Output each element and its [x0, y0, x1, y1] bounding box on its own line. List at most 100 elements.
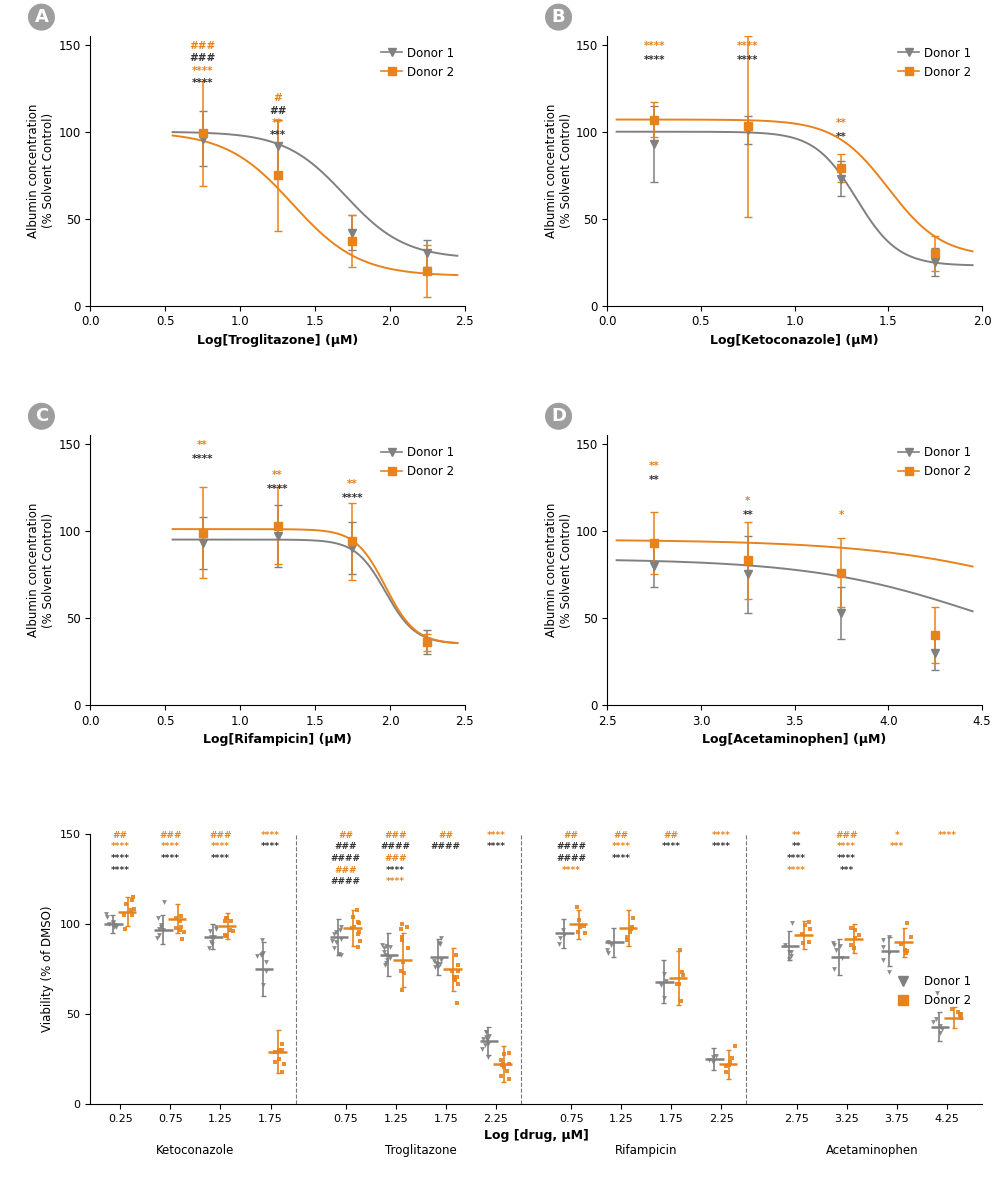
Point: [151, 919, 167, 938]
Point: [875, 950, 891, 970]
Text: ###: ###: [189, 41, 215, 52]
Point: [349, 900, 365, 919]
Point: [621, 922, 637, 941]
Point: [267, 1043, 283, 1062]
Text: ###: ###: [189, 53, 215, 64]
Point: [450, 974, 466, 994]
Point: [447, 971, 463, 990]
Point: [150, 925, 166, 944]
Point: [944, 998, 960, 1018]
Point: [105, 918, 121, 937]
Point: [876, 931, 892, 950]
Point: [718, 1056, 734, 1075]
Point: [105, 913, 121, 932]
Text: ##: ##: [614, 830, 628, 840]
Point: [430, 956, 446, 976]
Text: *: *: [839, 510, 844, 520]
Text: ##: ##: [439, 830, 453, 840]
Point: [217, 911, 233, 930]
Point: [399, 917, 415, 936]
Point: [897, 941, 913, 960]
Text: ****: ****: [737, 55, 759, 65]
Point: [382, 949, 398, 968]
Text: ###: ###: [836, 830, 858, 840]
Point: [929, 983, 945, 1002]
Point: [652, 976, 668, 995]
Point: [846, 938, 862, 958]
Text: **: **: [792, 842, 802, 851]
Point: [952, 1006, 968, 1025]
Point: [925, 1013, 941, 1032]
Text: D: D: [551, 407, 566, 425]
Text: ####: ####: [331, 877, 361, 887]
Point: [345, 918, 361, 937]
Text: C: C: [35, 407, 48, 425]
Point: [501, 1054, 517, 1073]
Point: [203, 928, 219, 947]
Point: [218, 926, 234, 946]
Text: ****: ****: [111, 854, 129, 863]
Text: ###: ###: [385, 854, 407, 863]
Point: [331, 944, 347, 964]
Point: [928, 1009, 944, 1028]
Point: [203, 934, 219, 953]
Point: [448, 944, 464, 964]
Point: [203, 932, 219, 952]
Text: ###: ###: [335, 865, 357, 875]
Point: [431, 934, 447, 953]
Point: [99, 907, 115, 926]
Text: #: #: [274, 94, 282, 103]
Text: ****: ****: [788, 854, 806, 863]
Point: [782, 943, 798, 962]
Point: [123, 900, 139, 919]
Text: ****: ****: [191, 455, 213, 464]
Point: [826, 935, 842, 954]
Point: [248, 947, 265, 966]
Point: [167, 918, 183, 937]
Point: [795, 934, 811, 953]
Point: [272, 1040, 288, 1060]
Point: [477, 1036, 493, 1055]
Point: [118, 894, 134, 913]
Point: [225, 922, 241, 941]
Text: ****: ****: [838, 854, 856, 863]
Point: [953, 1008, 969, 1027]
Text: ##: ##: [564, 830, 578, 840]
Text: ###: ###: [209, 830, 231, 840]
Point: [155, 920, 171, 940]
Point: [126, 900, 142, 919]
Text: **: **: [273, 470, 283, 480]
Text: ***: ***: [270, 130, 286, 140]
X-axis label: Log[Troglitazone] (μM): Log[Troglitazone] (μM): [197, 334, 358, 347]
Point: [400, 938, 416, 958]
Point: [393, 961, 409, 980]
Point: [432, 955, 448, 974]
Point: [430, 955, 446, 974]
Point: [480, 1034, 496, 1054]
Text: ***: ***: [890, 842, 904, 851]
Point: [352, 931, 368, 950]
Point: [669, 974, 685, 994]
Point: [600, 932, 616, 952]
Text: ***: ***: [840, 865, 854, 875]
Point: [570, 923, 586, 942]
Point: [934, 1019, 950, 1038]
Point: [382, 937, 398, 956]
Point: [379, 954, 395, 973]
Point: [395, 953, 411, 972]
Point: [721, 1052, 737, 1072]
Point: [843, 935, 859, 954]
Point: [394, 928, 410, 947]
Point: [333, 917, 349, 936]
Point: [881, 928, 897, 947]
Legend: Donor 1, Donor 2: Donor 1, Donor 2: [894, 442, 976, 482]
Point: [798, 916, 814, 935]
Text: ****: ****: [342, 492, 363, 503]
Point: [446, 967, 462, 986]
Point: [394, 931, 410, 950]
Point: [875, 937, 891, 956]
Point: [274, 1040, 290, 1060]
Point: [201, 938, 217, 958]
Point: [207, 917, 223, 936]
Point: [825, 934, 841, 953]
